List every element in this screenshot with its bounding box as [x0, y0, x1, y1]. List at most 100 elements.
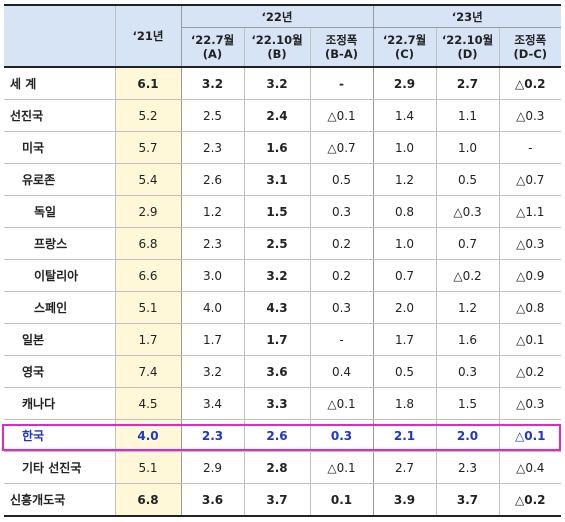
cell-b: 2.5	[243, 227, 310, 260]
cell-b: 1.7	[243, 323, 310, 356]
row-region-name: 기타 선진국	[4, 451, 115, 484]
cell-ba: -	[309, 67, 374, 100]
table-body: 세 계 6.1 3.2 3.2-2.9 2.7 △0.2 선진국 5.2 2.5 2.4 △0.1 1…	[4, 67, 562, 517]
cell-b: 2.4	[243, 99, 310, 132]
cell-a: 1.7	[180, 323, 244, 356]
cell-ba: 0.2	[309, 227, 374, 260]
cell-ba: 0.3	[309, 291, 374, 324]
cell-a: 2.9	[180, 451, 244, 484]
cell-ba: △0.7	[309, 131, 374, 164]
row-region-name: 독일	[4, 195, 115, 228]
cell-a: 3.4	[180, 387, 244, 420]
cell-b: 3.3	[243, 387, 310, 420]
cell-b: 2.8	[243, 451, 310, 484]
table-row: 독일 2.9 1.2 1.5 0.3 0.8 △0.3 △1.1	[4, 195, 562, 228]
cell-d: 1.1	[435, 99, 500, 132]
row-region-name: 영국	[4, 355, 115, 388]
cell-c: 0.8	[372, 195, 437, 228]
cell-a: 2.5	[180, 99, 244, 132]
cell-ba: △0.1	[309, 99, 374, 132]
cell-dc: △0.3	[498, 387, 562, 420]
row-region-name: 캐나다	[4, 387, 115, 420]
cell-ba: 0.3	[309, 195, 374, 228]
row-region-name: 미국	[4, 131, 115, 164]
cell-dc: △0.8	[498, 291, 562, 324]
cell-dc: △0.2	[498, 483, 562, 517]
table-row: 일본 1.7 1.7 1.7-1.7 1.6 △0.1	[4, 323, 562, 356]
cell-v21: 6.8	[114, 483, 181, 517]
cell-v21: 5.1	[114, 451, 181, 484]
cell-b: 4.3	[243, 291, 310, 324]
cell-c: 2.9	[372, 67, 437, 100]
row-region-name: 유로존	[4, 163, 115, 196]
cell-dc: △0.7	[498, 163, 562, 196]
header-group-2022: ‘22년	[180, 4, 374, 28]
cell-dc: -	[498, 131, 562, 164]
table-row: 세 계 6.1 3.2 3.2-2.9 2.7 △0.2	[4, 67, 562, 100]
table-row: 유로존 5.4 2.6 3.1 0.5 1.2 0.5 △0.7	[4, 163, 562, 196]
cell-c: 1.2	[372, 163, 437, 196]
table-row: 스페인 5.1 4.0 4.3 0.3 2.0 1.2 △0.8	[4, 291, 562, 324]
cell-ba: -	[309, 323, 374, 356]
row-region-name: 세 계	[4, 67, 115, 100]
cell-a: 3.2	[180, 67, 244, 100]
cell-c: 3.9	[372, 483, 437, 517]
header-23-oct: ‘22.10월 (D)	[435, 27, 500, 67]
cell-v21: 6.1	[114, 67, 181, 100]
cell-d: 1.0	[435, 131, 500, 164]
cell-b: 3.2	[243, 259, 310, 292]
cell-dc: △0.1	[498, 419, 562, 452]
cell-b: 1.5	[243, 195, 310, 228]
cell-b: 3.2	[243, 67, 310, 100]
cell-c: 1.4	[372, 99, 437, 132]
cell-c: 0.5	[372, 355, 437, 388]
cell-v21: 5.4	[114, 163, 181, 196]
cell-c: 1.8	[372, 387, 437, 420]
cell-d: △0.2	[435, 259, 500, 292]
cell-v21: 6.6	[114, 259, 181, 292]
cell-c: 2.7	[372, 451, 437, 484]
header-group-2023: ‘23년	[372, 4, 562, 28]
cell-c: 0.7	[372, 259, 437, 292]
table-row: 캐나다 4.5 3.4 3.3 △0.1 1.8 1.5 △0.3	[4, 387, 562, 420]
table-row: 이탈리아 6.6 3.0 3.2 0.2 0.7 △0.2 △0.9	[4, 259, 562, 292]
cell-a: 2.3	[180, 131, 244, 164]
table-row: 한국 4.0 2.3 2.6 0.3 2.1 2.0 △0.1	[4, 419, 562, 452]
header-22-oct: ‘22.10월 (B)	[243, 27, 310, 67]
cell-v21: 5.2	[114, 99, 181, 132]
cell-v21: 6.8	[114, 227, 181, 260]
cell-a: 4.0	[180, 291, 244, 324]
table-row: 프랑스 6.8 2.3 2.5 0.2 1.0 0.7 △0.3	[4, 227, 562, 260]
cell-b: 3.6	[243, 355, 310, 388]
row-region-name: 선진국	[4, 99, 115, 132]
cell-ba: △0.1	[309, 387, 374, 420]
cell-c: 2.0	[372, 291, 437, 324]
cell-d: 2.7	[435, 67, 500, 100]
header-22-adj: 조정폭 (B-A)	[309, 27, 374, 67]
cell-d: 2.3	[435, 451, 500, 484]
cell-ba: 0.3	[309, 419, 374, 452]
cell-a: 3.2	[180, 355, 244, 388]
cell-d: 0.5	[435, 163, 500, 196]
row-region-name: 프랑스	[4, 227, 115, 260]
row-region-name: 스페인	[4, 291, 115, 324]
header-22-jul: ‘22.7월 (A)	[180, 27, 244, 67]
cell-dc: △0.3	[498, 227, 562, 260]
cell-v21: 7.4	[114, 355, 181, 388]
growth-forecast-table: ‘21년 ‘22년 ‘23년 ‘22.7월 (A) ‘22.10월 (B) 조정폭(…	[4, 4, 562, 517]
row-region-name: 일본	[4, 323, 115, 356]
cell-d: 0.3	[435, 355, 500, 388]
cell-dc: △1.1	[498, 195, 562, 228]
table-row: 선진국 5.2 2.5 2.4 △0.1 1.4 1.1 △0.3	[4, 99, 562, 132]
table-row: 미국 5.7 2.3 1.6 △0.7 1.0 1.0-	[4, 131, 562, 164]
cell-d: 0.7	[435, 227, 500, 260]
header-23-jul: ‘22.7월 (C)	[372, 27, 437, 67]
cell-dc: △0.3	[498, 99, 562, 132]
cell-dc: △0.9	[498, 259, 562, 292]
cell-ba: 0.5	[309, 163, 374, 196]
cell-a: 1.2	[180, 195, 244, 228]
cell-d: 1.5	[435, 387, 500, 420]
row-region-name: 신흥개도국	[4, 483, 115, 517]
table-row: 기타 선진국 5.1 2.9 2.8 △0.1 2.7 2.3 △0.4	[4, 451, 562, 484]
